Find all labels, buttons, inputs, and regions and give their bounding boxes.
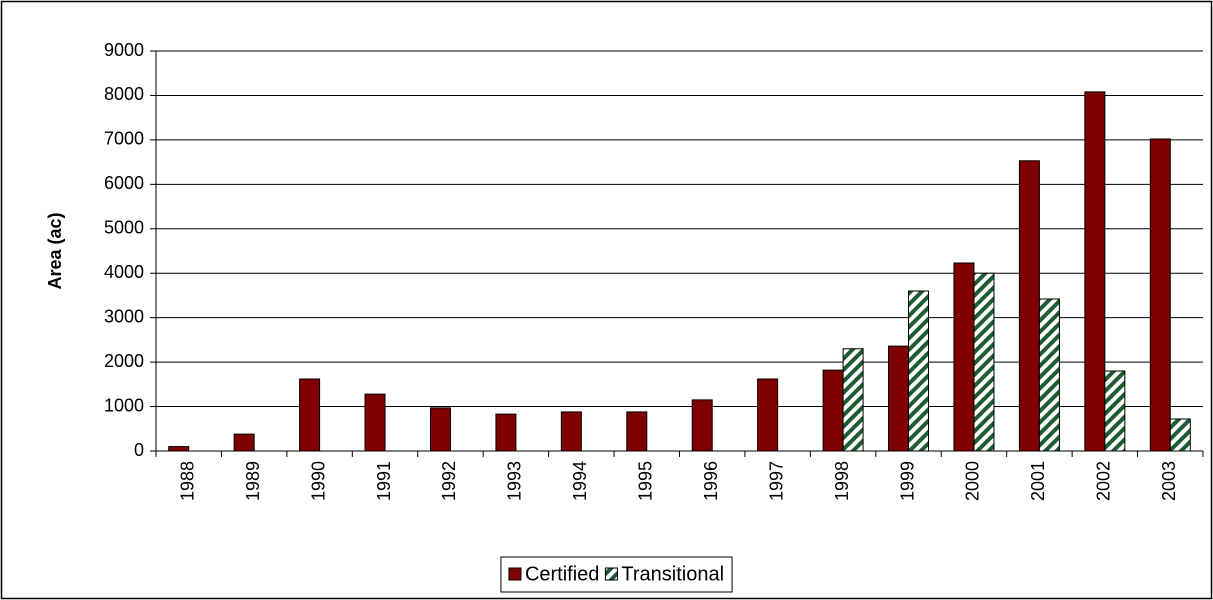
legend-label: Certified xyxy=(525,563,599,585)
bar xyxy=(168,446,190,452)
legend-swatch xyxy=(508,567,522,581)
bar xyxy=(1169,418,1191,452)
bar xyxy=(1104,370,1126,452)
bar xyxy=(1038,298,1060,452)
y-tick-label: 4000 xyxy=(104,262,144,282)
x-tick-label: 1992 xyxy=(439,461,459,501)
bar xyxy=(888,345,910,452)
bar xyxy=(495,413,517,452)
x-tick-label: 1999 xyxy=(897,461,917,501)
legend: Certified Transitional xyxy=(500,556,733,593)
x-tick-label: 1991 xyxy=(374,461,394,501)
x-tick-label: 2000 xyxy=(963,461,983,501)
x-tick-label: 1993 xyxy=(505,461,525,501)
bar xyxy=(842,348,864,452)
bar xyxy=(953,262,975,452)
bar xyxy=(1018,160,1040,452)
x-tick-label: 2003 xyxy=(1159,461,1179,501)
bar xyxy=(626,411,648,452)
x-tick-label: 1995 xyxy=(636,461,656,501)
bar xyxy=(973,272,995,452)
y-tick-label: 5000 xyxy=(104,218,144,238)
bar xyxy=(908,290,930,452)
x-tick-label: 1988 xyxy=(177,461,197,501)
y-tick-label: 1000 xyxy=(104,395,144,415)
bar xyxy=(299,378,321,452)
y-tick-label: 0 xyxy=(134,440,144,460)
bar xyxy=(364,393,386,452)
x-tick-label: 1990 xyxy=(308,461,328,501)
bar xyxy=(233,433,255,452)
bar xyxy=(560,411,582,452)
x-tick-label: 1994 xyxy=(570,461,590,501)
y-axis-label: Area (ac) xyxy=(45,212,65,289)
bar xyxy=(1149,138,1171,452)
x-tick-label: 1989 xyxy=(243,461,263,501)
bar xyxy=(757,378,779,452)
y-tick-label: 3000 xyxy=(104,306,144,326)
x-tick-label: 1997 xyxy=(766,461,786,501)
x-tick-label: 1996 xyxy=(701,461,721,501)
legend-label: Transitional xyxy=(621,563,724,585)
y-tick-label: 8000 xyxy=(104,84,144,104)
x-tick-label: 2002 xyxy=(1094,461,1114,501)
x-tick-label: 1998 xyxy=(832,461,852,501)
bar xyxy=(691,399,713,452)
bar xyxy=(429,407,451,452)
y-tick-label: 6000 xyxy=(104,173,144,193)
y-tick-label: 7000 xyxy=(104,129,144,149)
y-tick-label: 9000 xyxy=(104,40,144,60)
bar xyxy=(822,369,844,452)
bar xyxy=(1084,91,1106,452)
y-tick-label: 2000 xyxy=(104,351,144,371)
legend-swatch xyxy=(604,567,618,581)
x-tick-label: 2001 xyxy=(1028,461,1048,501)
